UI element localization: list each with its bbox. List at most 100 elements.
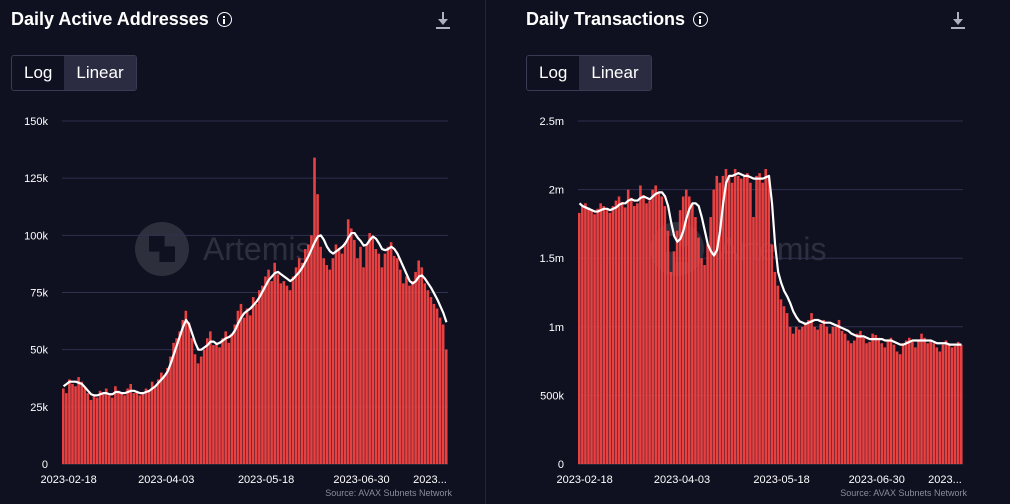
bar xyxy=(423,283,427,464)
linear-scale-button[interactable]: Linear xyxy=(579,56,651,90)
chart-title: Daily Active Addresses xyxy=(11,9,232,30)
bar xyxy=(92,395,96,464)
bar xyxy=(310,235,313,464)
bar xyxy=(282,281,286,464)
log-scale-button[interactable]: Log xyxy=(539,63,568,82)
bar xyxy=(749,182,752,464)
source-note: Source: AVAX Subnets Network xyxy=(325,488,452,498)
bar xyxy=(730,182,734,464)
y-tick-label: 25k xyxy=(30,402,48,414)
bar xyxy=(86,393,90,464)
bar xyxy=(111,397,114,464)
bar xyxy=(914,347,917,464)
bar xyxy=(288,290,292,464)
bar xyxy=(365,244,368,464)
bar xyxy=(715,175,719,464)
bar xyxy=(920,333,923,464)
bar xyxy=(645,203,648,464)
y-tick-label: 1.5m xyxy=(540,253,564,265)
bar xyxy=(178,331,182,464)
bar xyxy=(669,271,673,464)
bar xyxy=(402,283,405,464)
bar xyxy=(135,390,139,464)
bar xyxy=(947,343,951,464)
bar xyxy=(776,285,780,464)
bar xyxy=(307,244,310,464)
bar xyxy=(150,381,154,464)
bar xyxy=(398,269,402,464)
moving-average-line xyxy=(62,231,448,397)
bar xyxy=(209,331,212,464)
bar xyxy=(414,271,417,464)
download-icon[interactable] xyxy=(436,12,450,32)
y-tick-label: 0 xyxy=(558,459,564,471)
bar xyxy=(297,258,301,464)
bar xyxy=(184,310,188,464)
bar xyxy=(929,340,932,464)
bar xyxy=(89,399,93,464)
x-tick-label: 2023-02-18 xyxy=(41,474,97,486)
log-scale-button[interactable]: Log xyxy=(24,63,53,82)
info-icon[interactable] xyxy=(216,12,232,27)
bar xyxy=(193,354,197,464)
bar xyxy=(620,201,624,464)
bar xyxy=(782,306,786,464)
linear-scale-button[interactable]: Linear xyxy=(64,56,136,90)
bar xyxy=(727,175,731,464)
bar xyxy=(212,345,215,464)
bar xyxy=(849,343,853,464)
bar xyxy=(736,175,740,464)
bar xyxy=(584,203,587,464)
info-icon[interactable] xyxy=(693,12,709,27)
y-tick-label: 2m xyxy=(549,185,564,197)
bar xyxy=(132,393,136,464)
bar xyxy=(801,326,804,464)
x-tick-label: 2023-02-18 xyxy=(556,474,612,486)
bar xyxy=(675,230,679,464)
bar xyxy=(242,317,246,464)
bar xyxy=(371,237,375,464)
bar xyxy=(405,276,408,464)
bar xyxy=(304,249,307,464)
bar xyxy=(429,297,433,464)
bar xyxy=(846,340,850,464)
bar xyxy=(779,299,783,464)
bar xyxy=(752,217,755,464)
bar xyxy=(101,393,105,464)
bar xyxy=(743,175,746,464)
bar xyxy=(337,249,341,464)
artemis-logo-icon xyxy=(135,222,189,276)
bar xyxy=(688,196,691,464)
bar xyxy=(389,242,393,464)
bar xyxy=(868,341,871,464)
bar xyxy=(666,230,670,464)
bar xyxy=(889,337,893,464)
bar xyxy=(114,386,117,464)
bar xyxy=(856,333,859,464)
bar xyxy=(642,195,645,464)
bar xyxy=(917,340,920,464)
bar xyxy=(578,212,581,464)
daily-active-addresses-chart: 0 25k 50k 75k 100k 125k 150k 2023-02-18 2023-04-… xyxy=(24,116,448,486)
bar xyxy=(432,303,436,464)
bar xyxy=(691,203,694,464)
bar xyxy=(810,313,813,464)
bar xyxy=(956,341,960,464)
y-tick-label: 500k xyxy=(540,390,564,402)
bar xyxy=(340,253,344,464)
bar xyxy=(95,397,99,464)
bar xyxy=(224,331,227,464)
bar xyxy=(420,267,424,464)
bar xyxy=(83,388,87,464)
bar xyxy=(764,169,767,464)
bar xyxy=(926,343,929,464)
bar xyxy=(807,319,810,464)
bar xyxy=(697,237,700,464)
bar xyxy=(837,319,841,464)
bar xyxy=(236,310,240,464)
bar xyxy=(374,249,378,464)
download-icon[interactable] xyxy=(951,12,965,32)
bar-series xyxy=(62,157,448,465)
bar xyxy=(794,326,798,464)
bar xyxy=(175,338,178,464)
